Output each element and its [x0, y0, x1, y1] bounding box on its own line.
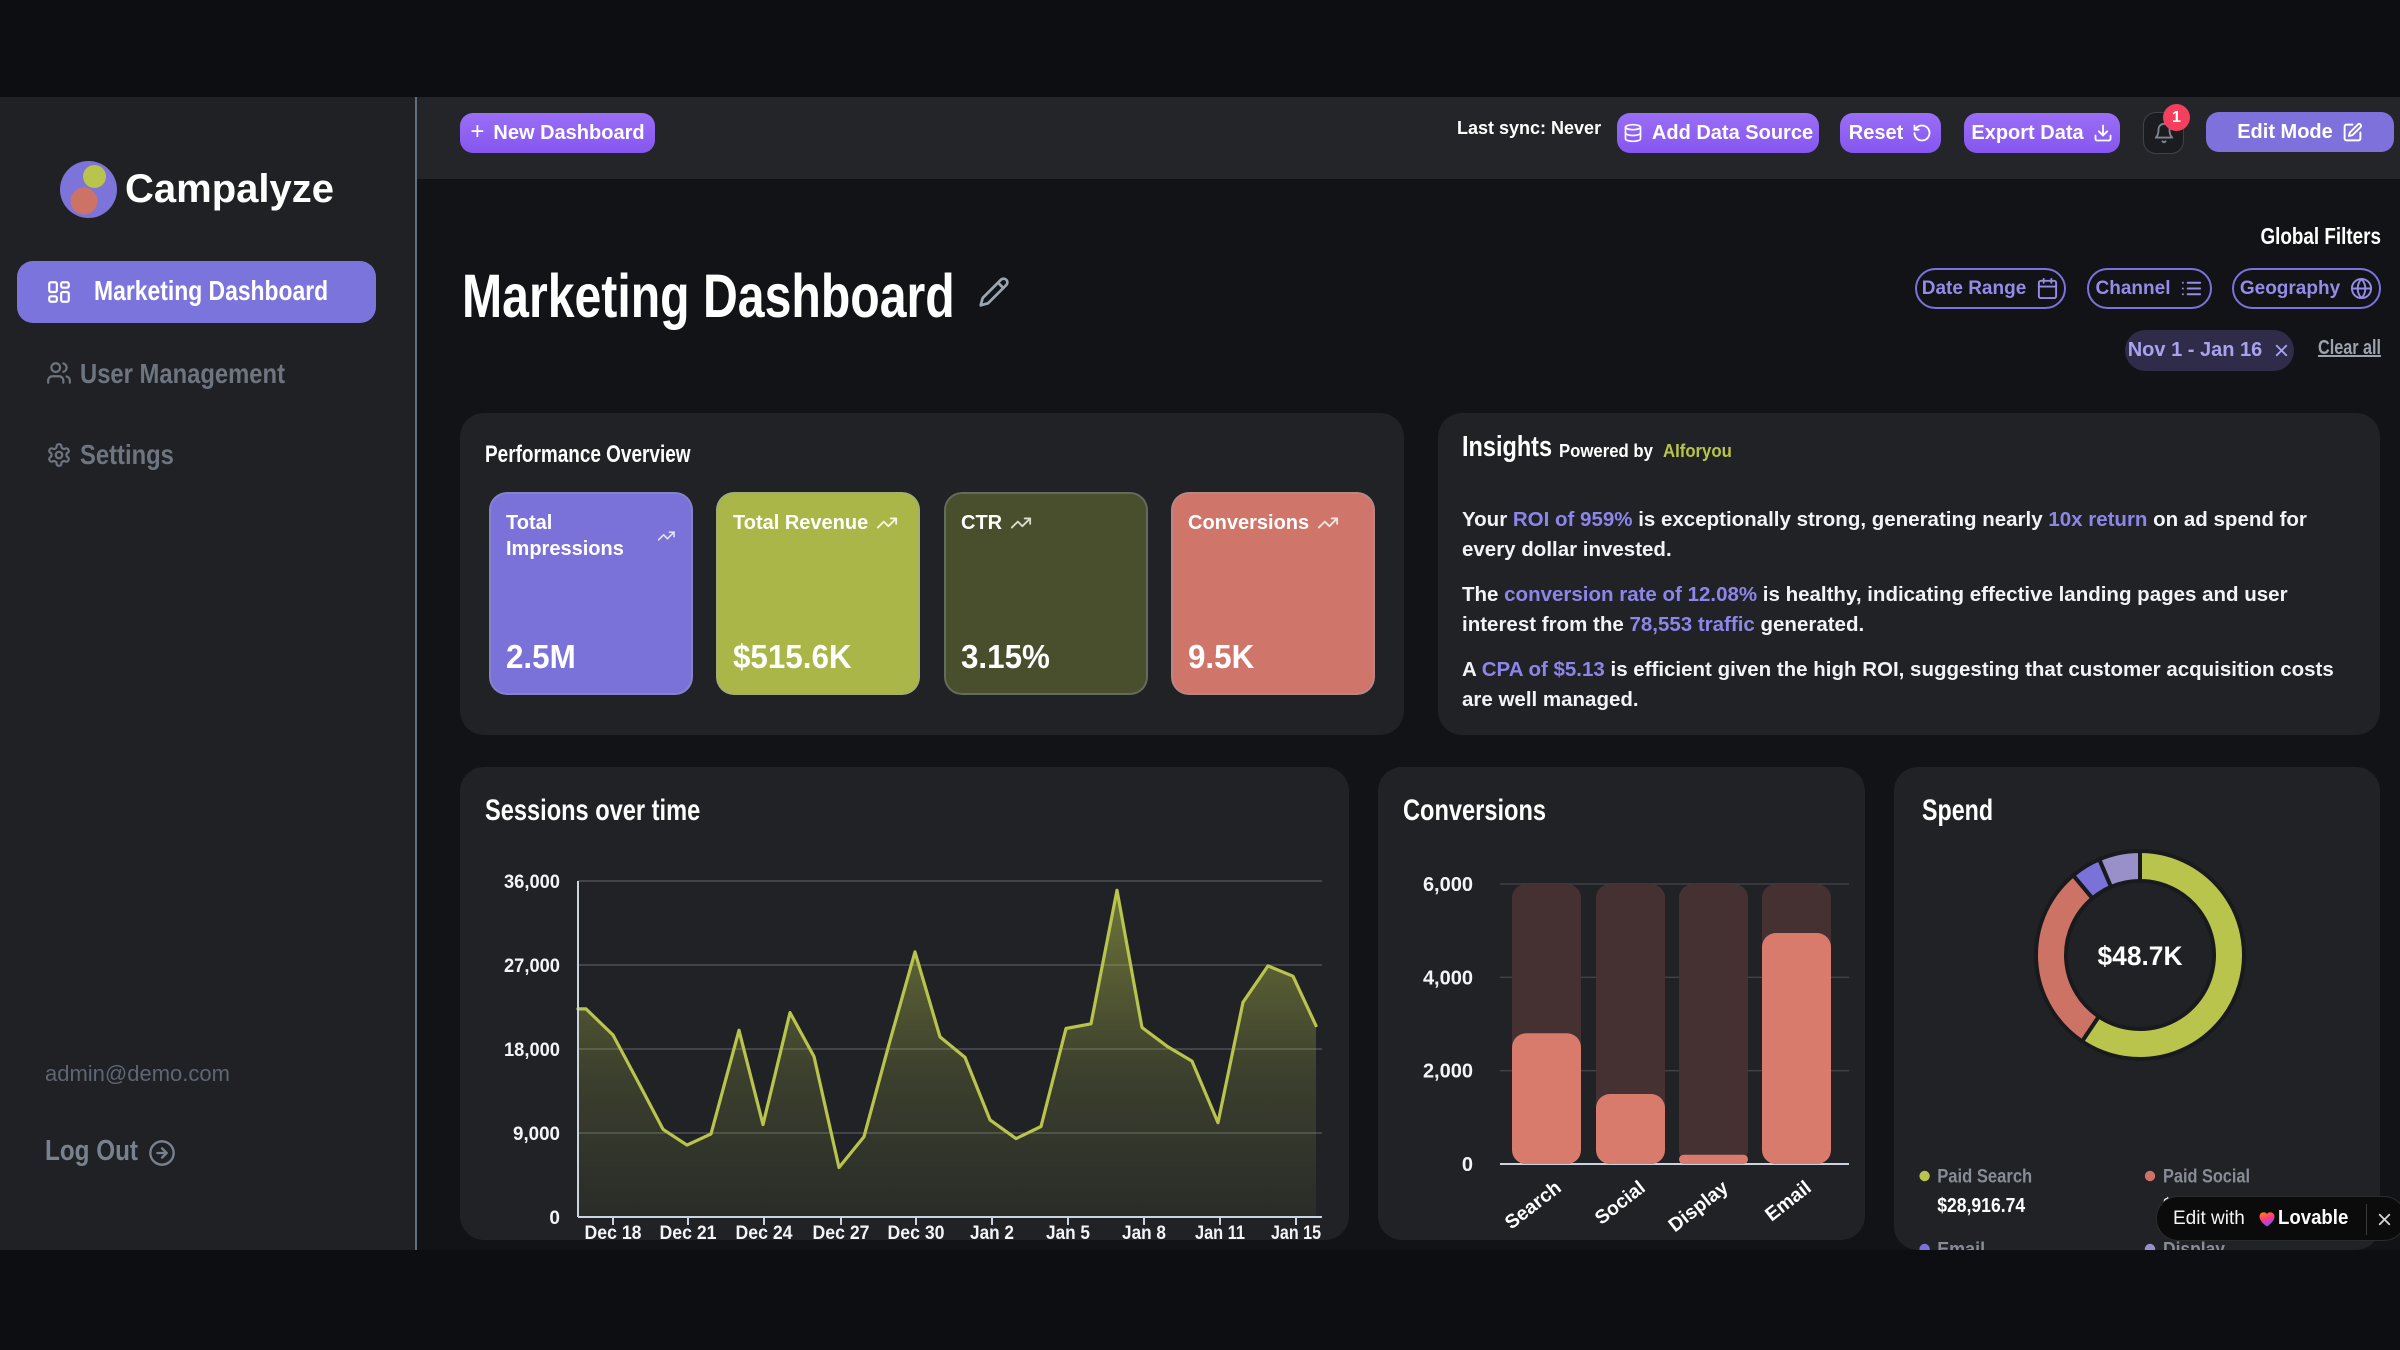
svg-text:$28,916.74: $28,916.74 — [1937, 1195, 2026, 1217]
svg-text:Jan 5: Jan 5 — [1046, 1223, 1090, 1244]
svg-text:36,000: 36,000 — [504, 872, 560, 893]
svg-text:Dec 18: Dec 18 — [585, 1223, 642, 1244]
svg-text:Paid Search: Paid Search — [1937, 1167, 2032, 1188]
svg-text:0: 0 — [1462, 1154, 1473, 1176]
svg-text:Jan 2: Jan 2 — [970, 1223, 1014, 1244]
svg-text:$48.7K: $48.7K — [2098, 941, 2183, 971]
svg-text:9,000: 9,000 — [513, 1124, 560, 1145]
svg-text:18,000: 18,000 — [504, 1040, 560, 1061]
svg-text:Jan 11: Jan 11 — [1195, 1223, 1245, 1244]
svg-text:Display: Display — [2163, 1240, 2225, 1251]
svg-text:2,000: 2,000 — [1423, 1061, 1473, 1083]
svg-text:Jan 8: Jan 8 — [1122, 1223, 1166, 1244]
svg-text:4,000: 4,000 — [1423, 967, 1473, 989]
svg-text:Email: Email — [1937, 1240, 1985, 1251]
svg-text:6,000: 6,000 — [1423, 874, 1473, 896]
svg-text:Dec 27: Dec 27 — [813, 1223, 870, 1244]
svg-text:Email: Email — [1761, 1177, 1816, 1226]
svg-text:Dec 30: Dec 30 — [888, 1223, 945, 1244]
svg-text:Dec 21: Dec 21 — [660, 1223, 717, 1244]
svg-text:0: 0 — [549, 1208, 560, 1229]
svg-text:Display: Display — [1664, 1177, 1732, 1237]
svg-text:Paid Social: Paid Social — [2163, 1167, 2250, 1188]
svg-text:Dec 24: Dec 24 — [736, 1223, 793, 1244]
svg-text:Jan 15: Jan 15 — [1271, 1223, 1321, 1244]
svg-text:Search: Search — [1501, 1177, 1566, 1234]
svg-text:Social: Social — [1591, 1177, 1650, 1230]
svg-text:27,000: 27,000 — [504, 956, 560, 977]
